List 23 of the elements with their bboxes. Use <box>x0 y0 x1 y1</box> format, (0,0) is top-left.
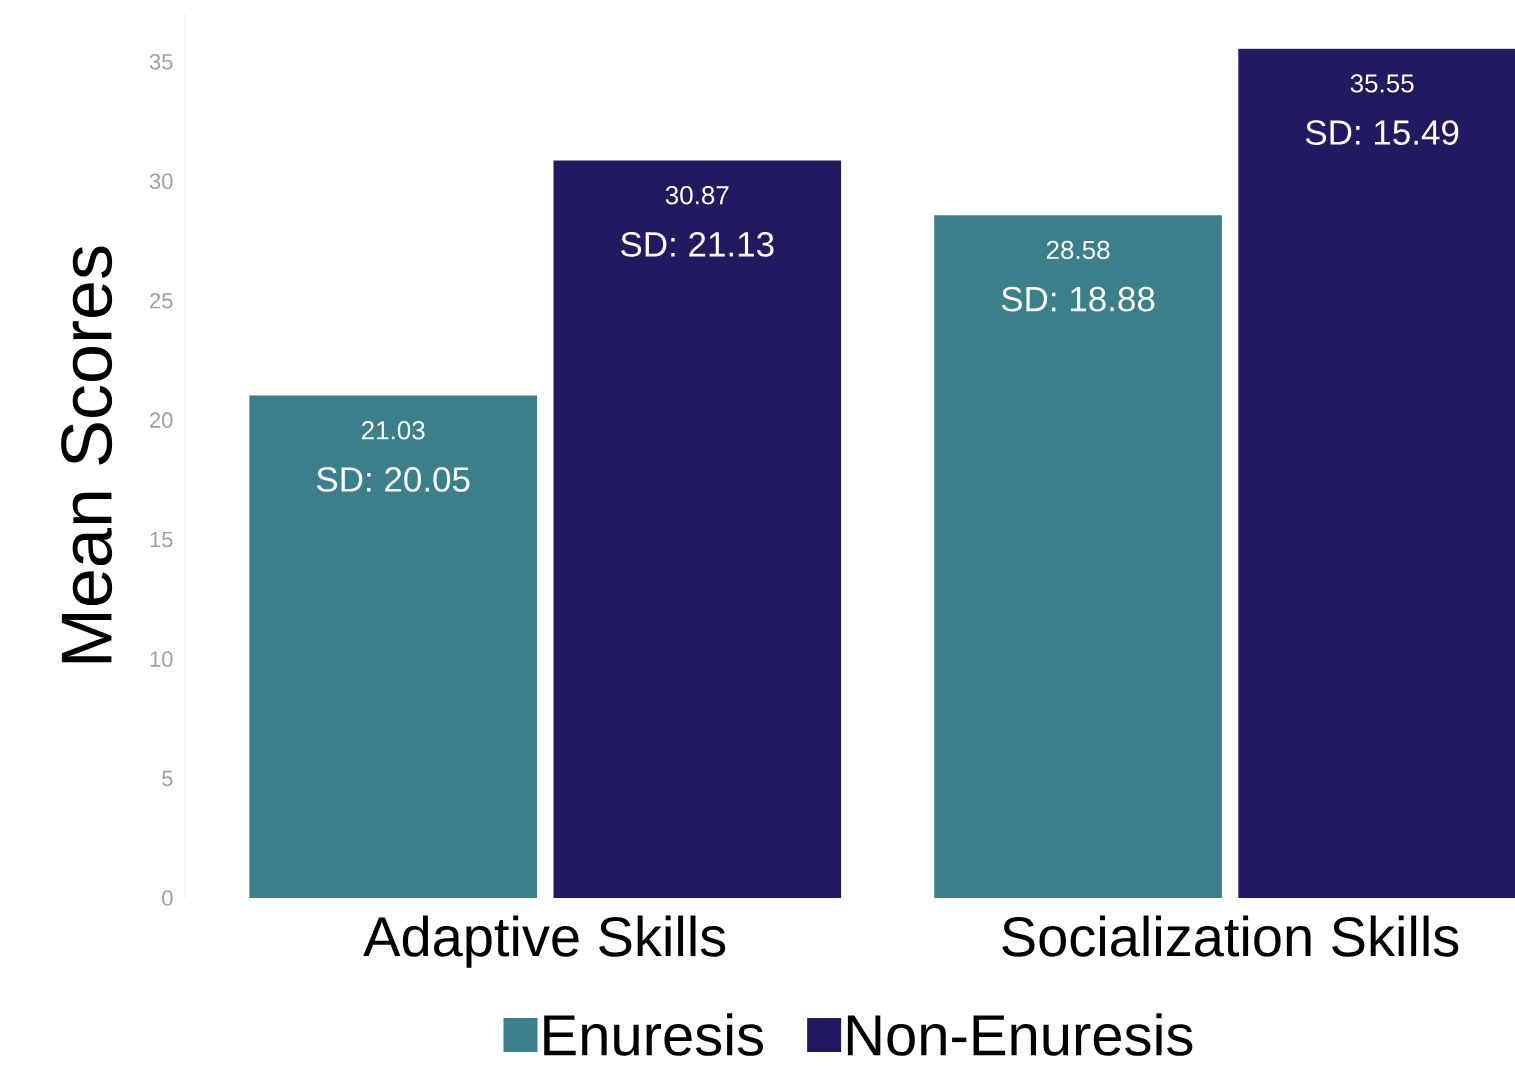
y-axis-title: Mean Scores <box>61 246 113 663</box>
y-tick-label: 30 <box>149 173 173 190</box>
data-label: 30.87 <box>665 185 729 205</box>
data-label: 28.58 <box>1046 240 1110 260</box>
bar <box>249 395 538 898</box>
annotation: SD: 18.88 <box>1001 286 1155 312</box>
y-tick-label: 15 <box>150 531 173 548</box>
annotation: SD: 21.13 <box>621 231 774 257</box>
y-tick-label: 5 <box>162 770 173 787</box>
legend-label: Non-Enuresis <box>847 1013 1193 1056</box>
data-label: 21.03 <box>361 421 425 440</box>
y-tick-label: 35 <box>149 53 173 70</box>
x-tick-label: Socialization Skills <box>1002 915 1459 957</box>
x-tick-label: Adaptive Skills <box>363 915 726 968</box>
data-label: 35.55 <box>1350 74 1414 93</box>
y-tick-label: 10 <box>150 651 173 667</box>
annotation: SD: 15.49 <box>1305 120 1459 145</box>
annotation: SD: 20.05 <box>316 467 470 492</box>
bar <box>934 215 1222 898</box>
y-tick-label: 25 <box>150 292 173 309</box>
y-tick-label: 0 <box>162 890 173 906</box>
y-tick-label: 20 <box>150 412 173 428</box>
legend-label: Enuresis <box>544 1013 764 1056</box>
